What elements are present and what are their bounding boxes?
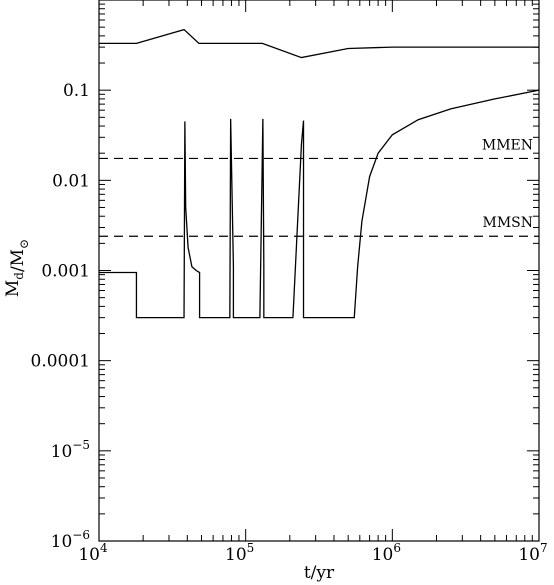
y-tick-label: 10−5 — [51, 438, 90, 462]
x-tick-label: 107 — [518, 541, 547, 565]
x-tick-label: 104 — [78, 541, 108, 565]
y-axis-label: Md/M⊙ — [3, 239, 31, 297]
x-axis-label: t/yr — [304, 563, 335, 583]
y-tick-label: 0.1 — [63, 81, 90, 101]
y-tick-label: 0.01 — [52, 171, 90, 191]
series-line-1 — [99, 28, 539, 59]
x-tick-label: 106 — [372, 541, 401, 565]
y-tick-label: 0.0001 — [31, 352, 90, 372]
reference-label-mmsn: MMSN — [482, 215, 533, 231]
plot-frame — [98, 0, 540, 542]
y-tick-label: 0.001 — [41, 262, 90, 282]
x-tick-label: 105 — [225, 541, 254, 565]
reference-label-mmen: MMEN — [482, 137, 533, 153]
series-line-2 — [99, 89, 540, 319]
y-tick-label: 10−6 — [51, 528, 90, 552]
